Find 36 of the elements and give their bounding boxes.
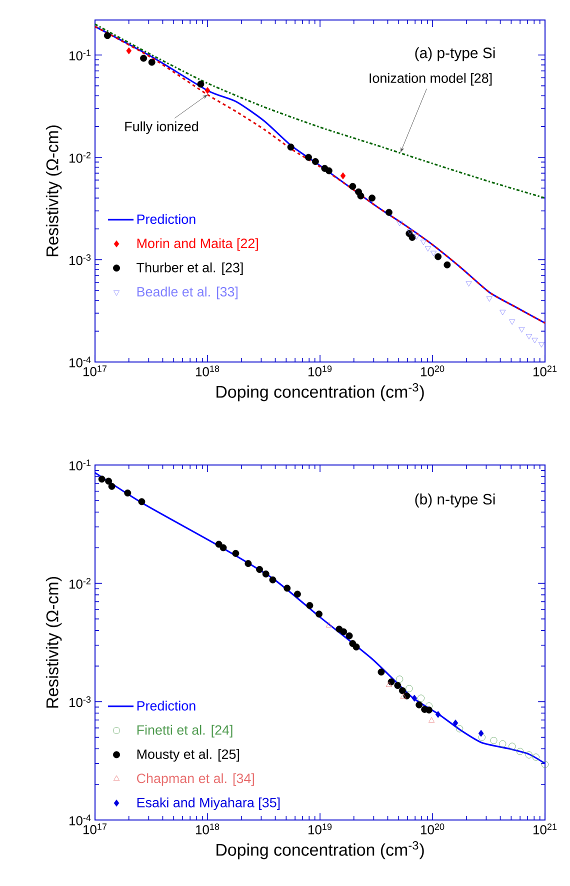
legend-label: Thurber et al. [23] <box>136 262 243 275</box>
x-tick-label: 10$^{17}$ <box>84 824 107 834</box>
y-axis-title: Resistivity (Ω-cm) <box>46 577 62 708</box>
legend-label: Mousty et al. [25] <box>137 749 240 762</box>
y-tick-label: 10$^{-3}$ <box>70 254 91 266</box>
legend-label: Finetti et al. [24] <box>137 724 232 738</box>
legend-label: Prediction <box>137 214 196 224</box>
y-tick-label: 10$^{-2}$ <box>70 152 91 163</box>
y-axis-title: Resistivity (Ω-cm) <box>46 126 62 256</box>
legend-label: Chapman et al. [34] <box>137 773 254 786</box>
x-tick-label: 10$^{18}$ <box>196 366 220 376</box>
x-tick-label: 10$^{19}$ <box>308 366 332 376</box>
y-tick-label: 10$^{-1}$ <box>70 50 91 60</box>
y-tick-label: 10$^{-1}$ <box>70 460 91 470</box>
y-tick-label: 10$^{-4}$ <box>70 356 91 368</box>
x-tick-label: 10$^{19}$ <box>308 824 332 834</box>
x-axis-title: Doping concentration (cm$^{-3}$) <box>216 841 424 860</box>
y-tick-label: 10$^{-3}$ <box>70 696 91 708</box>
legend-label: Beadle et al. [33] <box>137 286 238 300</box>
x-tick-label: 10$^{18}$ <box>196 824 220 834</box>
x-tick-label: 10$^{21}$ <box>534 824 557 834</box>
x-axis-title: Doping concentration (cm$^{-3}$) <box>216 383 424 402</box>
y-tick-label: 10$^{-4}$ <box>70 814 91 826</box>
annotation: (b) n-type Si <box>415 494 495 508</box>
x-tick-label: 10$^{20}$ <box>421 366 444 376</box>
annotation: Ionization model [28] <box>370 73 492 86</box>
legend-label: Esaki and Miyahara [35] <box>137 797 280 810</box>
y-tick-label: 10$^{-2}$ <box>70 578 91 589</box>
annotation: (a) p-type Si <box>415 47 495 62</box>
x-tick-label: 10$^{20}$ <box>421 824 444 834</box>
line-series <box>94 23 546 199</box>
legend-label: Prediction <box>137 700 196 711</box>
annotation: Fully ionized <box>125 121 198 134</box>
x-tick-label: 10$^{21}$ <box>534 366 557 376</box>
legend-label: Morin and Maita [22] <box>137 238 258 251</box>
x-tick-label: 10$^{17}$ <box>84 366 107 376</box>
